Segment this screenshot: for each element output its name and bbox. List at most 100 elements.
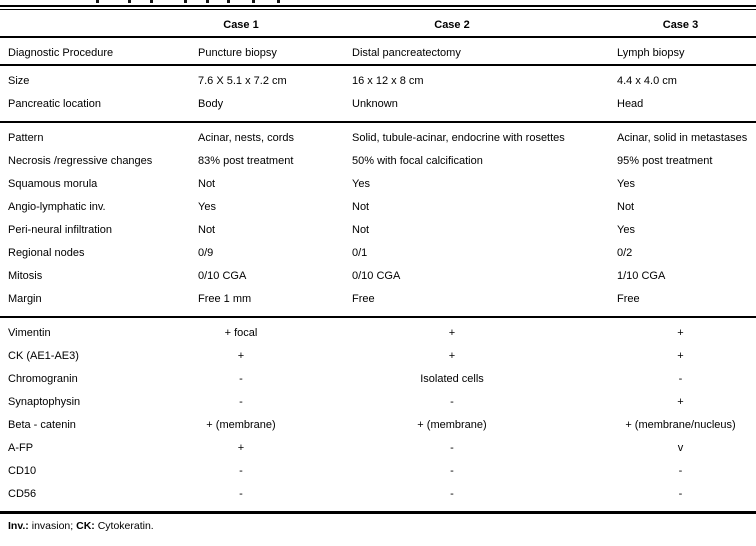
- table-row: Synaptophysin - - +: [0, 390, 756, 413]
- header-empty-cell: [0, 10, 190, 37]
- case2-cell: +: [448, 326, 456, 339]
- case3-cell: v: [677, 441, 684, 454]
- case3-cell: 0/2: [617, 246, 633, 259]
- row-label: CD56: [8, 487, 37, 500]
- case3-cell: Yes: [617, 177, 635, 190]
- cutoff-caption-remnant: [0, 0, 756, 5]
- table-row: CD10 - - -: [0, 459, 756, 482]
- table-row: Vimentin + focal + +: [0, 317, 756, 344]
- row-label: Pancreatic location: [8, 97, 101, 110]
- case3-cell: Free: [617, 292, 640, 305]
- table-row: Angio-lymphatic inv. Yes Not Not: [0, 195, 756, 218]
- case2-cell: 0/10 CGA: [352, 269, 401, 282]
- case3-cell: 4.4 x 4.0 cm: [617, 74, 677, 87]
- case1-cell: Not: [198, 223, 216, 236]
- footnote-def-cytokeratin: Cytokeratin.: [97, 520, 154, 532]
- row-label: Mitosis: [8, 269, 43, 282]
- footnote-def-invasion: invasion;: [31, 520, 74, 532]
- case3-cell: Lymph biopsy: [617, 46, 685, 59]
- case3-cell: Acinar, solid in metastases: [617, 131, 748, 144]
- section-immunohistochemistry: Vimentin + focal + + CK (AE1-AE3) + + + …: [0, 317, 756, 513]
- row-label: Regional nodes: [8, 246, 85, 259]
- header-row: Case 1 Case 2 Case 3: [0, 10, 756, 37]
- table-row: Peri-neural infiltration Not Not Yes: [0, 218, 756, 241]
- caption-descender-mark: [128, 0, 131, 3]
- row-label: Synaptophysin: [8, 395, 81, 408]
- table-row: CD56 - - -: [0, 482, 756, 513]
- case2-cell: 16 x 12 x 8 cm: [352, 74, 424, 87]
- case1-cell: -: [239, 464, 243, 477]
- case3-cell: Head: [617, 97, 644, 110]
- case2-cell: 50% with focal calcification: [352, 154, 483, 167]
- row-label: Diagnostic Procedure: [8, 46, 114, 59]
- table-row: Margin Free 1 mm Free Free: [0, 287, 756, 317]
- case1-cell: + (membrane): [206, 418, 276, 431]
- case1-cell: 0/9: [198, 246, 214, 259]
- row-label: Pattern: [8, 131, 44, 144]
- table-row: Pancreatic location Body Unknown Head: [0, 92, 756, 122]
- table-row: Squamous morula Not Yes Yes: [0, 172, 756, 195]
- case1-cell: -: [239, 395, 243, 408]
- case2-cell: Unknown: [352, 97, 398, 110]
- case1-cell: +: [237, 441, 245, 454]
- row-label: Margin: [8, 292, 42, 305]
- row-label: CD10: [8, 464, 37, 477]
- case3-cell: 95% post treatment: [617, 154, 713, 167]
- case1-cell: Yes: [198, 200, 216, 213]
- case2-cell: 0/1: [352, 246, 368, 259]
- case1-cell: Not: [198, 177, 216, 190]
- case1-cell: Puncture biopsy: [198, 46, 277, 59]
- col-header-case2: Case 2: [434, 18, 470, 31]
- col-header-case3: Case 3: [662, 18, 699, 31]
- case2-cell: +: [448, 349, 456, 362]
- case1-cell: Body: [198, 97, 224, 110]
- caption-descender-mark: [184, 0, 187, 3]
- row-label: Vimentin: [8, 326, 51, 339]
- case3-cell: +: [677, 326, 684, 339]
- caption-descender-mark: [252, 0, 255, 3]
- table-row: CK (AE1-AE3) + + +: [0, 344, 756, 367]
- case1-cell: -: [239, 487, 243, 500]
- case1-cell: Free 1 mm: [198, 292, 252, 305]
- table-top-double-rule: [0, 5, 756, 10]
- case2-cell: -: [450, 395, 454, 408]
- table-footnote: Inv.: invasion; CK: Cytokeratin.: [0, 520, 756, 532]
- case2-cell: Distal pancreatectomy: [352, 46, 461, 59]
- case1-cell: 0/10 CGA: [198, 269, 247, 282]
- case3-cell: + (membrane/nucleus): [625, 418, 736, 431]
- row-label: Peri-neural infiltration: [8, 223, 112, 236]
- case3-cell: Not: [617, 200, 635, 213]
- case1-cell: Acinar, nests, cords: [198, 131, 294, 144]
- case2-cell: Free: [352, 292, 375, 305]
- case3-cell: +: [677, 349, 684, 362]
- table-row: Pattern Acinar, nests, cords Solid, tubu…: [0, 122, 756, 149]
- case-comparison-table: Case 1 Case 2 Case 3 Diagnostic Procedur…: [0, 10, 756, 514]
- table-header: Case 1 Case 2 Case 3: [0, 10, 756, 37]
- case1-cell: 83% post treatment: [198, 154, 294, 167]
- caption-descender-mark: [277, 0, 280, 3]
- case1-cell: 7.6 X 5.1 x 7.2 cm: [198, 74, 287, 87]
- caption-descender-mark: [206, 0, 209, 3]
- case1-cell: +: [237, 349, 245, 362]
- case2-cell: Not: [352, 200, 370, 213]
- case2-cell: Yes: [352, 177, 370, 190]
- case1-cell: + focal: [224, 326, 258, 339]
- case2-cell: Solid, tubule-acinar, endocrine with ros…: [352, 131, 565, 144]
- table-row: Regional nodes 0/9 0/1 0/2: [0, 241, 756, 264]
- table-row: Beta - catenin + (membrane) + (membrane)…: [0, 413, 756, 436]
- case1-cell: -: [239, 372, 243, 385]
- caption-descender-mark: [96, 0, 99, 3]
- caption-descender-mark: [150, 0, 153, 3]
- row-label: A-FP: [8, 441, 34, 454]
- case3-cell: Yes: [617, 223, 635, 236]
- table-row: Size 7.6 X 5.1 x 7.2 cm 16 x 12 x 8 cm 4…: [0, 65, 756, 92]
- row-label: CK (AE1-AE3): [8, 349, 79, 362]
- case3-cell: -: [678, 487, 683, 500]
- case3-cell: 1/10 CGA: [617, 269, 666, 282]
- case2-cell: + (membrane): [417, 418, 487, 431]
- table-row: A-FP + - v: [0, 436, 756, 459]
- table-row: Necrosis /regressive changes 83% post tr…: [0, 149, 756, 172]
- row-label: Squamous morula: [8, 177, 98, 190]
- case2-cell: -: [450, 464, 454, 477]
